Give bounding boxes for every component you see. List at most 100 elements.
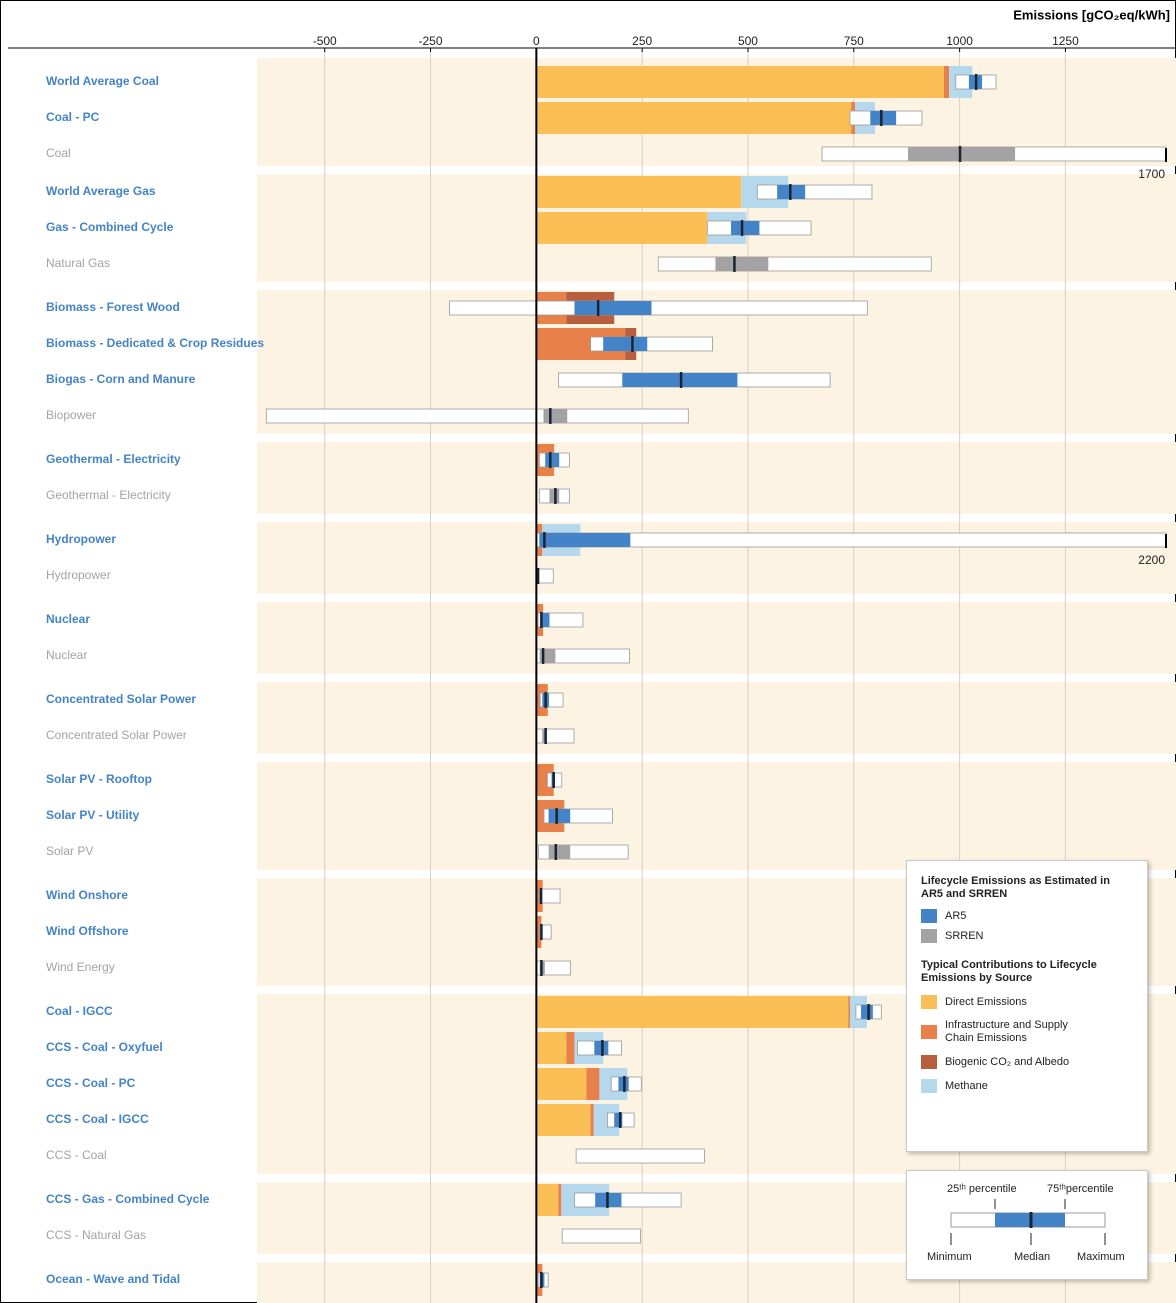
range-box: [538, 888, 561, 904]
legend: Lifecycle Emissions as Estimated in AR5 …: [906, 860, 1148, 1152]
contribution-bar: [536, 916, 542, 948]
contribution-bar: [536, 996, 849, 1028]
row-label: Hydropower: [46, 568, 111, 582]
percentile-label: Median: [1014, 1251, 1051, 1263]
range-box: [575, 1148, 705, 1164]
percentile-legend: 25ᵗʰ percentile 75ᵗʰpercentile Minimum Medi…: [906, 1170, 1148, 1280]
contribution-bar: [943, 66, 950, 98]
legend-item: Biogenic CO₂ and Albedo: [921, 1055, 1133, 1069]
percentile-label: 75ᵗʰpercentile: [1047, 1183, 1114, 1195]
legend-label: Biogenic CO₂ and Albedo: [945, 1055, 1070, 1068]
labels: -500 -250 0 250 500 750 1000 1250 World Average …: [46, 34, 1167, 1303]
row-label: Solar PV: [46, 844, 93, 858]
contribution-bar: [536, 1068, 587, 1100]
iqr-box: [574, 301, 652, 315]
x-tick-label: 1000: [946, 34, 973, 48]
contribution-bar: [536, 1104, 591, 1136]
row-label: Biopower: [46, 408, 96, 422]
contribution-bar: [586, 1068, 600, 1100]
legend-swatch: [921, 1079, 937, 1093]
row-label: Solar PV - Rooftop: [46, 772, 152, 786]
row-label: Wind Energy: [46, 960, 115, 974]
iqr-box: [539, 533, 631, 547]
x-tick-label: -500: [313, 34, 337, 48]
range-box: [265, 408, 689, 424]
percentile-label: Minimum: [927, 1251, 972, 1263]
legend-swatch: [921, 995, 937, 1009]
row-label: CCS - Coal - IGCC: [46, 1112, 149, 1126]
legend-swatch: [921, 1025, 937, 1039]
contribution-bar: [848, 996, 850, 1028]
contribution-bar: [536, 1032, 567, 1064]
row-label: Biogas - Corn and Manure: [46, 372, 196, 386]
legend-item: AR5: [921, 909, 1133, 923]
row-label: Solar PV - Utility: [46, 808, 140, 822]
iqr-box: [603, 337, 648, 351]
range-box: [536, 532, 1167, 548]
x-tick-label: 500: [738, 34, 758, 48]
iqr-box: [870, 111, 897, 125]
row-label: World Average Coal: [46, 74, 159, 88]
iqr-box: [622, 373, 738, 387]
iqr-box: [907, 147, 1016, 161]
row-label: CCS - Natural Gas: [46, 1228, 146, 1242]
contribution-bar: [536, 1184, 559, 1216]
range-box: [449, 300, 868, 316]
row-label: Coal - IGCC: [46, 1004, 113, 1018]
row-label: CCS - Coal - Oxyfuel: [46, 1040, 163, 1054]
iqr-box: [542, 729, 547, 743]
legend-item: Infrastructure and Supply Chain Emission…: [921, 1019, 1133, 1045]
range-box: [539, 924, 552, 940]
row-label: Ocean - Wave and Tidal: [46, 1272, 180, 1286]
group-band: [257, 442, 1176, 514]
iqr-box: [715, 257, 769, 271]
range-box: [657, 256, 932, 272]
row-label: CCS - Coal: [46, 1148, 107, 1162]
legend-swatch: [921, 929, 937, 943]
group-band: [257, 762, 1176, 870]
legend-heading: Lifecycle Emissions as Estimated in AR5 …: [921, 875, 1110, 900]
row-label: Hydropower: [46, 532, 116, 546]
legend-label: Direct Emissions: [945, 995, 1027, 1008]
x-tick-label: 750: [844, 34, 864, 48]
range-box: [535, 728, 575, 744]
row-label: Geothermal - Electricity: [46, 488, 171, 502]
legend-item: Methane: [921, 1079, 1133, 1093]
row-label: CCS - Coal - PC: [46, 1076, 136, 1090]
range-box: [561, 1228, 641, 1244]
x-tick-label: -250: [419, 34, 443, 48]
iqr-box: [545, 453, 560, 467]
percentile-label: Maximum: [1077, 1251, 1125, 1263]
range-box: [574, 1192, 682, 1208]
contribution-bar: [536, 66, 944, 98]
percentile-label: 25ᵗʰ percentile: [947, 1183, 1017, 1195]
contribution-bar: [558, 1184, 562, 1216]
row-label: CCS - Gas - Combined Cycle: [46, 1192, 210, 1206]
group-band: [257, 682, 1176, 754]
iqr-box: [731, 221, 760, 235]
iqr-box: [540, 613, 550, 627]
contribution-bar: [566, 1032, 575, 1064]
contribution-bar: [536, 764, 554, 796]
row-label: World Average Gas: [46, 184, 156, 198]
marks: [265, 66, 1167, 1296]
max-label: 2200: [1138, 553, 1165, 567]
row-label: Biomass - Dedicated & Crop Residues: [46, 336, 264, 350]
row-label: Nuclear: [46, 612, 90, 626]
legend-heading: Typical Contributions to Lifecycle Emiss…: [921, 959, 1097, 984]
iqr-box: [543, 409, 568, 423]
row-label: Natural Gas: [46, 256, 110, 270]
iqr-box: [860, 1005, 873, 1019]
x-tick-label: 250: [632, 34, 652, 48]
contribution-bar: [536, 102, 852, 134]
range-box: [756, 184, 873, 200]
legend-swatch: [921, 1055, 937, 1069]
legend-label: Infrastructure and Supply Chain Emission…: [945, 1019, 1068, 1044]
group-band: [257, 602, 1176, 674]
row-label: Wind Offshore: [46, 924, 129, 938]
iqr-box: [614, 1113, 623, 1127]
legend-label: AR5: [945, 909, 967, 922]
percentile-key: [950, 1199, 1106, 1245]
contribution-bar: [536, 212, 708, 244]
